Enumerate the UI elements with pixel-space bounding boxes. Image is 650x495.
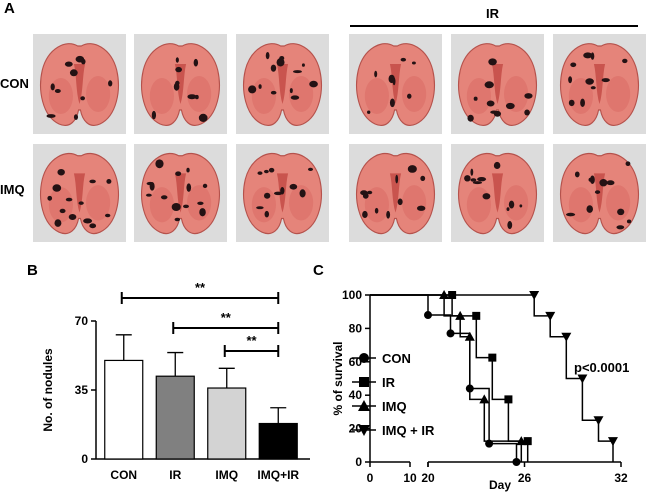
bar-0 bbox=[104, 359, 144, 460]
lung-photo-r1c2 bbox=[134, 34, 227, 134]
legend-label-0: CON bbox=[382, 351, 411, 366]
legend-marker-0 bbox=[359, 353, 369, 363]
panel-label-a: A bbox=[4, 0, 15, 17]
series-1-point-3 bbox=[488, 353, 497, 362]
bar-1 bbox=[155, 375, 195, 460]
x-tick-label-3: 26 bbox=[518, 471, 532, 485]
lung-photo-r2c4 bbox=[349, 144, 442, 242]
series-3-point-3 bbox=[561, 332, 572, 342]
sig-label-0: ** bbox=[195, 280, 206, 295]
series-1-point-5 bbox=[523, 437, 532, 446]
nodule-bar-chart: 0 35 70 No. of nodules CON IR IMQ IMQ+IR ** ** ** bbox=[41, 280, 310, 482]
category-label-3: IMQ+IR bbox=[257, 468, 299, 482]
series-2-point-5 bbox=[516, 436, 527, 446]
p-value-annotation: p<0.0001 bbox=[574, 360, 629, 375]
category-label-0: CON bbox=[110, 468, 137, 482]
y-tick-label-2: 70 bbox=[75, 314, 89, 328]
panel-label-b: B bbox=[27, 262, 38, 279]
legend-marker-2 bbox=[358, 400, 370, 411]
sig-label-1: ** bbox=[221, 310, 232, 325]
lung-photo-r2c6 bbox=[553, 144, 646, 242]
bar-3 bbox=[258, 422, 298, 460]
y-axis-label: % of survival bbox=[331, 341, 345, 415]
y-tick-label-4: 80 bbox=[349, 321, 363, 335]
x-tick-label-4: 32 bbox=[614, 471, 628, 485]
legend-label-1: IR bbox=[382, 375, 396, 390]
series-1-point-4 bbox=[504, 395, 513, 404]
legend-marker-1 bbox=[359, 377, 369, 387]
lung-photo-r2c3 bbox=[236, 144, 329, 242]
panel-label-c: C bbox=[313, 262, 324, 279]
lung-photo-r1c5 bbox=[451, 34, 544, 134]
legend-marker-3 bbox=[358, 425, 370, 436]
x-tick-label-0: 0 bbox=[367, 471, 374, 485]
series-3-point-5 bbox=[593, 416, 604, 426]
lung-photo-r2c5 bbox=[451, 144, 544, 242]
x-tick-label-1: 10 bbox=[403, 471, 417, 485]
lung-photo-r1c1 bbox=[33, 34, 126, 134]
row-label-imq: IMQ bbox=[0, 182, 25, 197]
x-tick-label-2: 20 bbox=[421, 471, 435, 485]
ir-group-label: IR bbox=[486, 6, 499, 21]
row-label-con: CON bbox=[0, 76, 29, 91]
category-label-2: IMQ bbox=[215, 468, 238, 482]
category-label-1: IR bbox=[169, 468, 181, 482]
y-tick-label-0: 0 bbox=[355, 455, 362, 469]
series-2-point-4 bbox=[479, 394, 490, 404]
lung-photo-r1c6 bbox=[553, 34, 646, 134]
y-tick-label-5: 100 bbox=[342, 288, 362, 302]
x-axis-label: Day bbox=[489, 478, 511, 492]
y-tick-label-2: 40 bbox=[349, 388, 363, 402]
lung-photo-r2c2 bbox=[134, 144, 227, 242]
sig-label-2: ** bbox=[246, 333, 257, 348]
y-tick-label-0: 0 bbox=[81, 452, 88, 466]
series-1-point-2 bbox=[472, 311, 481, 320]
bar-2 bbox=[207, 387, 247, 460]
series-2-point-2 bbox=[455, 310, 466, 320]
ir-group-bracket bbox=[350, 25, 638, 27]
series-0-point-5 bbox=[512, 458, 521, 466]
series-3 bbox=[370, 291, 618, 462]
series-0-point-2 bbox=[446, 329, 455, 338]
legend-label-3: IMQ + IR bbox=[382, 423, 435, 438]
lung-photo-r1c4 bbox=[349, 34, 442, 134]
legend-label-2: IMQ bbox=[382, 399, 407, 414]
lung-photo-r1c3 bbox=[236, 34, 329, 134]
series-3-point-2 bbox=[545, 311, 556, 321]
series-0-point-1 bbox=[424, 311, 432, 320]
series-3-point-6 bbox=[607, 437, 618, 447]
y-axis-label: No. of nodules bbox=[41, 348, 55, 432]
series-2-point-3 bbox=[464, 331, 475, 341]
lung-photo-r2c1 bbox=[33, 144, 126, 242]
y-tick-label-1: 35 bbox=[75, 383, 89, 397]
series-3-point-4 bbox=[577, 374, 588, 384]
series-3-point-1 bbox=[529, 291, 540, 300]
